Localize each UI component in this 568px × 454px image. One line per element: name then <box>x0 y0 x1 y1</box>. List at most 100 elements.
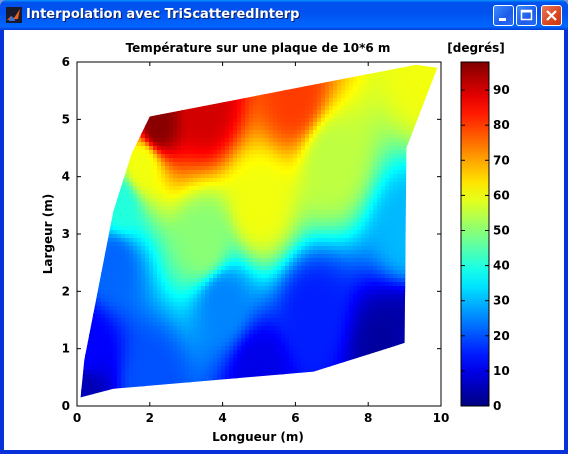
heatmap-cell <box>349 250 354 255</box>
title-bar[interactable]: Interpolation avec TriScatteredInterp <box>0 0 568 30</box>
heatmap-cell <box>381 146 386 151</box>
heatmap-cell <box>397 246 402 251</box>
heatmap-cell <box>241 242 246 247</box>
heatmap-cell <box>161 138 166 143</box>
heatmap-cell <box>401 182 406 187</box>
heatmap-cell <box>389 258 394 263</box>
heatmap-cell <box>141 210 146 215</box>
heatmap-cell <box>397 150 402 155</box>
heatmap-cell <box>329 194 334 199</box>
heatmap-cell <box>149 218 154 223</box>
heatmap-cell <box>229 194 234 199</box>
heatmap-cell <box>317 262 322 267</box>
heatmap-cell <box>401 218 406 223</box>
heatmap-cell <box>385 98 390 103</box>
heatmap-cell <box>161 258 166 263</box>
heatmap-cell <box>393 110 398 115</box>
heatmap-cell <box>385 158 390 163</box>
heatmap-cell <box>149 274 154 279</box>
heatmap-cell <box>353 182 358 187</box>
heatmap-cell <box>301 246 306 251</box>
heatmap-cell <box>273 146 278 151</box>
heatmap-cell <box>181 246 186 251</box>
heatmap-cell <box>337 146 342 151</box>
heatmap-cell <box>201 250 206 255</box>
heatmap-cell <box>269 190 274 195</box>
heatmap-cell <box>269 182 274 187</box>
heatmap-cell <box>229 118 234 123</box>
heatmap-cell <box>121 250 126 255</box>
heatmap-cell <box>293 210 298 215</box>
heatmap-cell <box>309 254 314 259</box>
heatmap-cell <box>241 258 246 263</box>
heatmap-cell <box>393 126 398 131</box>
maximize-button[interactable] <box>516 5 537 26</box>
heatmap-cell <box>133 146 138 151</box>
heatmap-cell <box>313 266 318 271</box>
heatmap-cell <box>277 170 282 175</box>
close-button[interactable] <box>541 5 562 26</box>
heatmap-cell <box>385 230 390 235</box>
heatmap-cell <box>241 218 246 223</box>
heatmap-cell <box>285 154 290 159</box>
heatmap-cell <box>173 166 178 171</box>
heatmap-cell <box>161 266 166 271</box>
heatmap-cell <box>357 150 362 155</box>
heatmap-cell <box>185 146 190 151</box>
heatmap-cell <box>173 194 178 199</box>
heatmap-cell <box>185 142 190 147</box>
heatmap-cell <box>329 226 334 231</box>
heatmap-cell <box>177 142 182 147</box>
heatmap-cell <box>369 198 374 203</box>
heatmap-cell <box>157 126 162 131</box>
heatmap-cell <box>301 230 306 235</box>
heatmap-cell <box>357 142 362 147</box>
heatmap-cell <box>117 246 122 251</box>
heatmap-cell <box>201 186 206 191</box>
heatmap-cell <box>389 182 394 187</box>
heatmap-cell <box>357 130 362 135</box>
heatmap-cell <box>301 98 306 103</box>
heatmap-cell <box>161 230 166 235</box>
heatmap-cell <box>141 206 146 211</box>
heatmap-cell <box>237 130 242 135</box>
heatmap-cell <box>337 258 342 263</box>
heatmap-cell <box>397 146 402 151</box>
heatmap-cell <box>205 142 210 147</box>
heatmap-cell <box>377 78 382 83</box>
heatmap-cell <box>393 86 398 91</box>
heatmap-cell <box>325 162 330 167</box>
heatmap-cell <box>401 234 406 239</box>
heatmap-cell <box>405 90 410 95</box>
heatmap-cell <box>365 174 370 179</box>
heatmap-cell <box>269 226 274 231</box>
heatmap-cell <box>269 206 274 211</box>
heatmap-cell <box>389 94 394 99</box>
heatmap-cell <box>297 222 302 227</box>
heatmap-cell <box>349 134 354 139</box>
heatmap-cell <box>233 262 238 267</box>
heatmap-cell <box>149 194 154 199</box>
heatmap-cell <box>333 150 338 155</box>
heatmap-cell <box>393 170 398 175</box>
heatmap-cell <box>249 106 254 111</box>
heatmap-cell <box>169 258 174 263</box>
heatmap-cell <box>285 162 290 167</box>
heatmap-cell <box>137 262 142 267</box>
heatmap-cell <box>181 190 186 195</box>
heatmap-cell <box>169 254 174 259</box>
heatmap-cell <box>197 246 202 251</box>
heatmap-cell <box>369 190 374 195</box>
heatmap-cell <box>181 154 186 159</box>
heatmap-cell <box>309 142 314 147</box>
heatmap-cell <box>181 226 186 231</box>
heatmap-cell <box>253 222 258 227</box>
minimize-button[interactable] <box>493 5 514 26</box>
heatmap-cell <box>369 126 374 131</box>
heatmap-cell <box>285 126 290 131</box>
heatmap-cell <box>357 194 362 199</box>
heatmap-cell <box>373 122 378 127</box>
heatmap-cell <box>293 258 298 263</box>
heatmap-cell <box>109 254 114 259</box>
heatmap-cell <box>153 230 158 235</box>
